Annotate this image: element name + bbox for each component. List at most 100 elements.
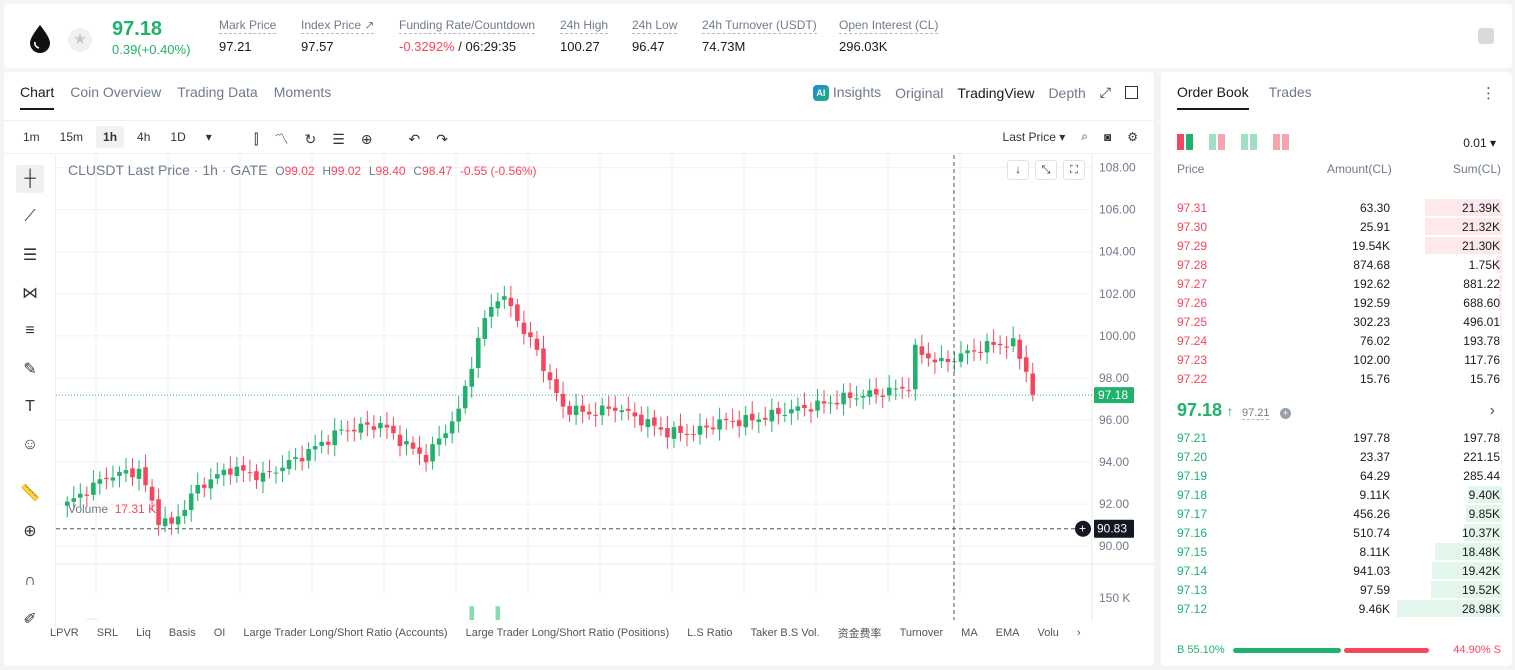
bid-row[interactable]: 97.19 64.29 285.44 [1161,466,1512,485]
interval-15m[interactable]: 15m [59,130,84,144]
chevron-right-icon[interactable]: › [1489,402,1495,419]
emoji-icon[interactable]: ☺ [21,436,39,453]
undo-icon[interactable]: ↶ [408,130,421,147]
indicator-trader-ratio-accounts[interactable]: Large Trader Long/Short Ratio (Accounts) [243,627,448,639]
indicator-turnover[interactable]: Turnover [899,627,944,639]
more-vertical-icon[interactable]: ⋮ [1481,85,1496,102]
window-icon[interactable] [1125,86,1138,100]
view-asks-bids-icon[interactable] [1209,134,1225,150]
templates-icon[interactable]: ☰ [332,130,345,147]
replay-icon[interactable]: ↻ [304,130,317,147]
bid-row[interactable]: 97.16 510.74 10.37K [1161,523,1512,542]
bid-row[interactable]: 97.15 8.11K 18.48K [1161,542,1512,561]
tab-trading-data[interactable]: Trading Data [177,84,258,100]
scroll-down-icon[interactable]: ↓ [1007,160,1029,180]
ask-row[interactable]: 97.31 63.30 21.39K [1161,198,1512,217]
price-step-select[interactable]: 0.01 ▾ [1463,136,1496,150]
search-icon[interactable]: ⌕ [1081,129,1088,143]
stat-funding-rate[interactable]: Funding Rate/Countdown -0.3292% / 06:29:… [399,18,536,54]
candle-type-icon[interactable]: ⫿ [254,130,259,147]
collapse-icon[interactable]: ⤡ [1035,160,1057,180]
indicator-trader-ratio-positions[interactable]: Large Trader Long/Short Ratio (Positions… [465,627,670,639]
bid-row[interactable]: 97.14 941.03 19.42K [1161,561,1512,580]
ask-row[interactable]: 97.23 102.00 117.76 [1161,350,1512,369]
indicator-ls-ratio[interactable]: L.S Ratio [687,627,733,639]
tab-moments[interactable]: Moments [273,84,332,100]
camera-icon[interactable]: ◙ [1103,129,1112,144]
pattern-icon[interactable]: ⋈ [22,285,38,302]
ask-row[interactable]: 97.28 874.68 1.75K [1161,255,1512,274]
indicator-lpvr[interactable]: LPVR [50,627,79,639]
zoom-in-icon[interactable]: ⊕ [23,523,37,540]
indicator-oi[interactable]: OI [213,627,226,639]
bid-row[interactable]: 97.17 456.26 9.85K [1161,504,1512,523]
interval-1m[interactable]: 1m [23,130,40,144]
chevron-right-icon[interactable]: › [1076,627,1081,639]
indicator-liq[interactable]: Liq [136,627,151,639]
ask-row[interactable]: 97.27 192.62 881.22 [1161,274,1512,293]
indicator-ema[interactable]: EMA [995,627,1020,639]
ask-row[interactable]: 97.26 192.59 688.60 [1161,293,1512,312]
indicator-basis[interactable]: Basis [168,627,196,639]
book-icon[interactable] [1478,28,1494,44]
brush-icon[interactable]: ✎ [23,361,37,378]
ruler-icon[interactable]: 📏 [20,485,40,502]
edit-pencil-icon[interactable]: ✐ [23,611,37,628]
expand-icon[interactable]: ⤢ [1099,84,1111,101]
add-alert-icon[interactable]: ⊕ [360,130,373,147]
candle-body [639,414,644,426]
depth-bar [1501,429,1502,446]
ask-row[interactable]: 97.29 19.54K 21.30K [1161,236,1512,255]
interval-1d[interactable]: 1D [170,130,186,144]
interval-4h[interactable]: 4h [137,130,151,144]
price-type-select[interactable]: Last Price ▾ [1002,129,1066,144]
ask-row[interactable]: 97.25 302.23 496.01 [1161,312,1512,331]
interval-1h[interactable]: 1h [96,126,125,148]
tab-trades[interactable]: Trades [1268,84,1312,100]
favorite-star-icon[interactable]: ★ [68,28,92,52]
fullscreen-icon[interactable]: ⛶ [1063,160,1085,180]
stat-open-interest[interactable]: Open Interest (CL) 296.03K [839,18,939,54]
tab-chart[interactable]: Chart [20,84,55,110]
ask-row[interactable]: 97.30 25.91 21.32K [1161,217,1512,236]
view-asks-icon[interactable] [1273,134,1289,150]
depth-bar [1468,486,1502,503]
redo-icon[interactable]: ↷ [436,130,448,147]
view-bids-icon[interactable] [1241,134,1257,150]
tab-coin-overview[interactable]: Coin Overview [70,84,162,100]
indicator-srl[interactable]: SRL [96,627,119,639]
order-book-mid-price[interactable]: 97.18 ↑ 97.21 + › [1177,400,1501,424]
y-tick-label: 90.00 [1099,539,1129,553]
text-icon[interactable]: T [25,398,35,415]
indicator-volume[interactable]: Volu [1037,627,1059,639]
magnet-icon[interactable]: ∩ [24,572,36,589]
price-chart[interactable]: 108.00 106.00 104.00 102.00 100.00 98.00 96.00… [56,155,1154,620]
interval-dropdown-icon[interactable]: ▾ [205,130,212,144]
indicator-ma[interactable]: MA [961,627,978,639]
stat-mark-price[interactable]: Mark Price 97.21 [219,18,277,54]
indicator-taker-vol[interactable]: Taker B.S Vol. [750,627,820,639]
bid-row[interactable]: 97.21 197.78 197.78 [1161,428,1512,447]
ask-row[interactable]: 97.24 76.02 193.78 [1161,331,1512,350]
settings-gear-icon[interactable]: ⚙ [1127,129,1138,144]
ask-row[interactable]: 97.22 15.76 15.76 [1161,369,1512,388]
view-depth[interactable]: Depth [1048,84,1086,101]
fib-icon[interactable]: ≡ [25,322,35,339]
view-both-icon[interactable] [1177,134,1193,150]
candle-body [984,341,990,353]
stat-index-price[interactable]: Index Price ↗ 97.57 [301,18,375,54]
buy-ratio-label: B 55.10% [1177,644,1225,656]
view-tradingview[interactable]: TradingView [957,84,1035,101]
bid-row[interactable]: 97.13 97.59 19.52K [1161,580,1512,599]
bid-row[interactable]: 97.18 9.11K 9.40K [1161,485,1512,504]
crosshair-icon[interactable]: ┼ [16,165,44,193]
indicators-icon[interactable]: 〽 [274,131,289,147]
tab-order-book[interactable]: Order Book [1177,84,1249,110]
insights-button[interactable]: AI Insights [812,84,881,102]
view-original[interactable]: Original [895,84,944,101]
indicator-funding-rate[interactable]: 资金费率 [837,628,882,640]
bid-row[interactable]: 97.20 23.37 221.15 [1161,447,1512,466]
horizontal-lines-icon[interactable]: ☰ [22,247,38,264]
trend-line-icon[interactable]: ⟋ [24,208,36,225]
bid-row[interactable]: 97.12 9.46K 28.98K [1161,599,1512,618]
